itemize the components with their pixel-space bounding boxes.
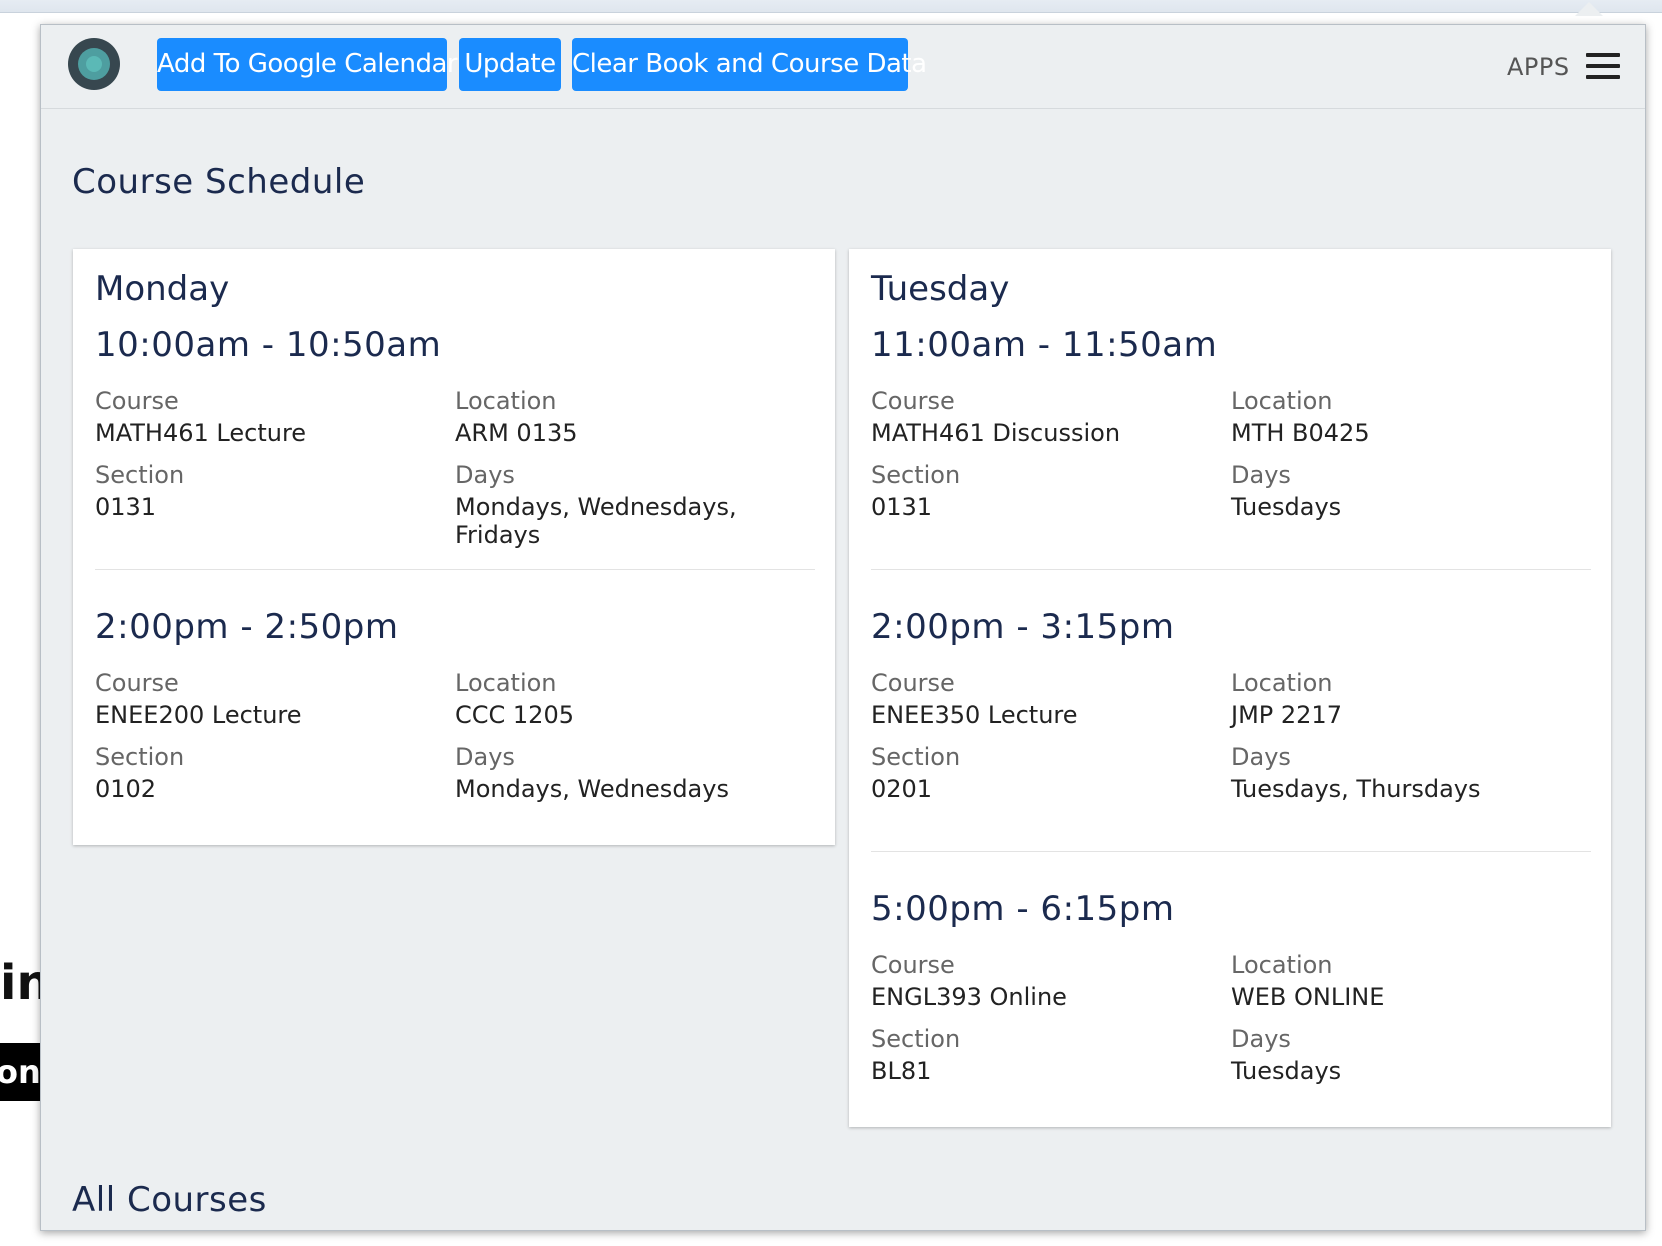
section-label: Section: [871, 461, 961, 489]
entry-time: 11:00am - 11:50am: [871, 325, 1218, 365]
entry-divider: [95, 569, 815, 570]
menu-bar-line: [1586, 53, 1620, 57]
popup-caret: [1575, 2, 1603, 16]
course-value: MATH461 Discussion: [871, 419, 1121, 447]
top-toolbar: Add To Google Calendar Update Clear Book…: [41, 25, 1645, 109]
section-value: BL81: [871, 1057, 932, 1085]
update-button[interactable]: Update: [459, 38, 561, 91]
days-label: Days: [455, 743, 515, 771]
entry-time: 2:00pm - 2:50pm: [95, 607, 399, 647]
section-value: 0131: [95, 493, 157, 521]
location-value: JMP 2217: [1231, 701, 1342, 729]
entry-divider: [871, 569, 1591, 570]
location-value: CCC 1205: [455, 701, 574, 729]
background-page-label-text: on: [0, 1053, 40, 1091]
day-name: Tuesday: [871, 269, 1010, 309]
section-label: Section: [95, 461, 185, 489]
apps-link[interactable]: APPS: [1507, 53, 1570, 81]
days-value: Tuesdays: [1231, 493, 1342, 521]
entry-time: 5:00pm - 6:15pm: [871, 889, 1175, 929]
section-label: Section: [95, 743, 185, 771]
section-label: Section: [871, 743, 961, 771]
location-value: MTH B0425: [1231, 419, 1370, 447]
location-label: Location: [1231, 387, 1333, 415]
schedule-entry: 11:00am - 11:50am Course MATH461 Discuss…: [871, 325, 1591, 525]
section-label: Section: [871, 1025, 961, 1053]
course-label: Course: [871, 387, 955, 415]
location-label: Location: [1231, 951, 1333, 979]
location-label: Location: [455, 669, 557, 697]
entry-divider: [871, 851, 1591, 852]
course-label: Course: [871, 951, 955, 979]
day-name: Monday: [95, 269, 230, 309]
location-value: ARM 0135: [455, 419, 578, 447]
all-courses-heading: All Courses: [72, 1180, 267, 1220]
add-to-google-calendar-button[interactable]: Add To Google Calendar: [157, 38, 458, 91]
days-value: Tuesdays, Thursdays: [1231, 775, 1481, 803]
menu-bar-line: [1586, 75, 1620, 79]
section-value: 0131: [871, 493, 933, 521]
location-label: Location: [455, 387, 557, 415]
day-card-monday: Monday 10:00am - 10:50am Course MATH461 …: [73, 249, 835, 845]
entry-time: 10:00am - 10:50am: [95, 325, 442, 365]
hamburger-menu-icon[interactable]: [1586, 53, 1620, 79]
days-value: Tuesdays: [1231, 1057, 1342, 1085]
course-value: MATH461 Lecture: [95, 419, 307, 447]
browser-toolbar-strip: [0, 0, 1662, 13]
days-label: Days: [1231, 743, 1291, 771]
course-value: ENEE350 Lecture: [871, 701, 1078, 729]
days-label: Days: [1231, 461, 1291, 489]
course-label: Course: [95, 387, 179, 415]
location-value: WEB ONLINE: [1231, 983, 1385, 1011]
schedule-entry: 5:00pm - 6:15pm Course ENGL393 Online Lo…: [871, 889, 1591, 1089]
day-card-tuesday: Tuesday 11:00am - 11:50am Course MATH461…: [849, 249, 1611, 1127]
app-logo-icon: [68, 38, 120, 90]
course-value: ENEE200 Lecture: [95, 701, 302, 729]
days-label: Days: [1231, 1025, 1291, 1053]
menu-bar-line: [1586, 64, 1620, 68]
extension-popup: Add To Google Calendar Update Clear Book…: [40, 24, 1646, 1231]
entry-time: 2:00pm - 3:15pm: [871, 607, 1175, 647]
course-value: ENGL393 Online: [871, 983, 1067, 1011]
schedule-entry: 2:00pm - 3:15pm Course ENEE350 Lecture L…: [871, 607, 1591, 807]
section-value: 0102: [95, 775, 157, 803]
background-page-label: on: [0, 1043, 40, 1101]
days-label: Days: [455, 461, 515, 489]
days-value: Mondays, Wednesdays: [455, 775, 729, 803]
course-schedule-heading: Course Schedule: [72, 162, 366, 202]
days-value: Mondays, Wednesdays, Fridays: [455, 493, 737, 549]
location-label: Location: [1231, 669, 1333, 697]
schedule-entry: 10:00am - 10:50am Course MATH461 Lecture…: [95, 325, 815, 549]
schedule-entry: 2:00pm - 2:50pm Course ENEE200 Lecture L…: [95, 607, 815, 807]
clear-data-button[interactable]: Clear Book and Course Data: [572, 38, 927, 91]
course-label: Course: [871, 669, 955, 697]
course-label: Course: [95, 669, 179, 697]
section-value: 0201: [871, 775, 933, 803]
